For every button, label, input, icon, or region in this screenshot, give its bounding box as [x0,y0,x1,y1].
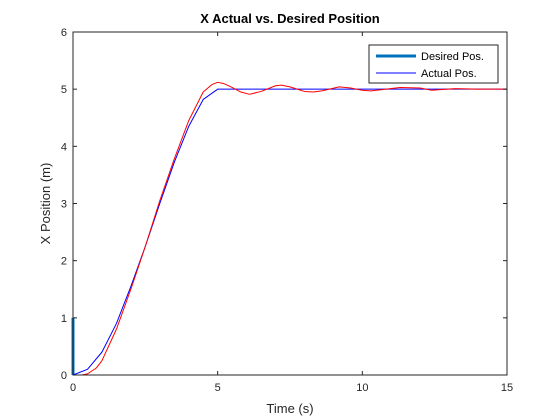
axis-ticks: 0 5 10 15 0 1 2 3 4 5 6 [61,27,513,394]
y-tick-label: 5 [61,84,67,96]
legend-label-desired: Desired Pos. [421,51,484,63]
legend-box [368,44,499,84]
legend: Desired Pos. Actual Pos. [368,44,499,84]
x-tick-label: 15 [501,382,513,394]
y-axis-label: X Position (m) [38,163,53,245]
x-tick-label: 5 [215,382,221,394]
actual-pos-line [72,88,507,376]
plot-area [71,31,508,376]
x-tick-label: 10 [356,382,368,394]
secondary-response-line [73,81,507,376]
y-tick-label: 3 [61,199,67,211]
x-axis-label: Time (s) [266,401,313,416]
chart-title: X Actual vs. Desired Position [200,11,379,26]
y-tick-label: 6 [61,27,67,39]
legend-label-actual: Actual Pos. [421,68,477,80]
y-tick-label: 2 [61,256,67,268]
y-tick-label: 4 [61,141,67,153]
y-tick-label: 0 [61,370,67,382]
x-tick-label: 0 [70,382,76,394]
y-tick-label: 1 [61,313,67,325]
